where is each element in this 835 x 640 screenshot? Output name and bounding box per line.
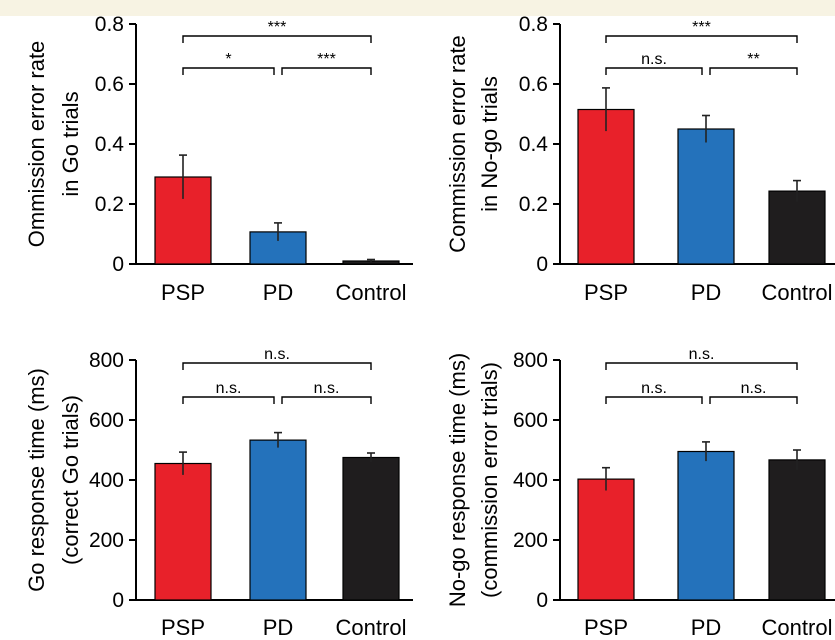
significance-label: n.s.: [689, 346, 715, 363]
y-tick-label: 0: [112, 253, 124, 276]
bar-control: [768, 190, 826, 265]
significance-bracket: [182, 67, 275, 75]
y-axis-label-line: Go response time (ms): [24, 368, 49, 592]
significance-bracket: [182, 396, 275, 404]
significance-label: n.s.: [641, 380, 667, 397]
category-label-psp: PSP: [161, 280, 205, 305]
y-axis-label-line: (commission error trials): [477, 362, 502, 598]
y-tick-label: 200: [89, 529, 124, 552]
significance-bracket: [605, 362, 798, 370]
bar-psp: [154, 462, 212, 601]
bar-pd: [677, 450, 735, 601]
y-tick-label: 600: [513, 409, 548, 432]
category-label-psp: PSP: [584, 615, 628, 640]
y-tick-label: 400: [513, 469, 548, 492]
y-tick-label: 0.8: [95, 13, 124, 36]
significance-bracket: [182, 362, 372, 370]
significance-label: *: [225, 51, 231, 68]
bar-pd: [249, 439, 307, 601]
category-label-control: Control: [762, 280, 833, 305]
significance-bracket: [182, 35, 372, 43]
y-tick-label: 0.8: [519, 13, 548, 36]
y-tick-label: 0.2: [95, 193, 124, 216]
category-label-control: Control: [762, 615, 833, 640]
y-tick-label: 200: [513, 529, 548, 552]
y-tick-label: 0.4: [95, 133, 125, 156]
y-axis-label-line: in Go trials: [58, 91, 83, 196]
significance-label: ***: [268, 19, 287, 36]
significance-bracket: [281, 67, 372, 75]
significance-label: n.s.: [264, 346, 290, 363]
category-label-psp: PSP: [161, 615, 205, 640]
y-tick-label: 0.2: [519, 193, 548, 216]
category-label-control: Control: [336, 615, 407, 640]
y-tick-label: 0.4: [519, 133, 549, 156]
y-axis-label-line: No-go response time (ms): [445, 353, 470, 607]
category-label-pd: PD: [263, 615, 294, 640]
significance-bracket: [709, 396, 798, 404]
y-tick-label: 400: [89, 469, 124, 492]
significance-bracket: [605, 396, 703, 404]
category-label-pd: PD: [263, 280, 294, 305]
y-tick-label: 800: [513, 349, 548, 372]
significance-label: n.s.: [741, 380, 767, 397]
significance-bracket: [709, 67, 798, 75]
significance-label: **: [747, 51, 759, 68]
significance-label: n.s.: [216, 380, 242, 397]
y-axis-label-line: Ommission error rate: [24, 41, 49, 248]
y-axis-label-line: in No-go trials: [477, 76, 502, 212]
y-tick-label: 0: [536, 589, 548, 612]
y-axis-label-line: Commission error rate: [445, 35, 470, 253]
y-axis-label-line: (correct Go trials): [58, 395, 83, 565]
significance-label: ***: [317, 51, 336, 68]
y-tick-label: 0: [536, 253, 548, 276]
y-tick-label: 0.6: [95, 73, 124, 96]
category-label-psp: PSP: [584, 280, 628, 305]
significance-bracket: [605, 67, 703, 75]
y-tick-label: 600: [89, 409, 124, 432]
category-label-control: Control: [336, 280, 407, 305]
bar-psp: [577, 108, 635, 265]
bar-control: [768, 459, 826, 601]
significance-bracket: [281, 396, 372, 404]
bar-pd: [677, 128, 735, 265]
chart-panel-2: 0 0.2 0.4 0.6 0.8 Commission error rate in No-…: [445, 13, 835, 305]
category-label-pd: PD: [691, 280, 722, 305]
significance-label: ***: [692, 19, 711, 36]
panels: 0 0.2 0.4 0.6 0.8 Ommission error rate in Go t…: [24, 13, 835, 640]
background-band: [0, 0, 835, 16]
bar-psp: [577, 478, 635, 601]
significance-label: n.s.: [641, 51, 667, 68]
bar-control: [342, 456, 400, 601]
chart-panel-4: 0 200 400 600 800 No-go response time (ms) (co…: [445, 346, 835, 640]
y-tick-label: 0.6: [519, 73, 548, 96]
category-label-pd: PD: [691, 615, 722, 640]
chart-panel-3: 0 200 400 600 800 Go response time (ms) (corre…: [24, 346, 413, 640]
y-tick-label: 0: [112, 589, 124, 612]
significance-bracket: [605, 35, 798, 43]
y-tick-label: 800: [89, 349, 124, 372]
chart-panel-1: 0 0.2 0.4 0.6 0.8 Ommission error rate in Go t…: [24, 13, 413, 305]
significance-label: n.s.: [314, 380, 340, 397]
